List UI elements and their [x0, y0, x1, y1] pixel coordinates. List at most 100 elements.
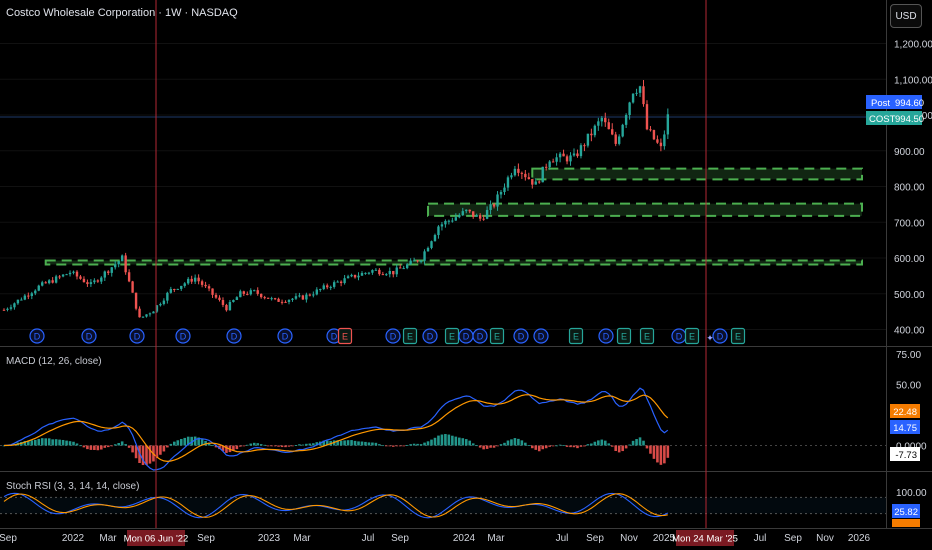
macd-histogram-bar	[54, 439, 58, 446]
candle-body	[652, 130, 656, 140]
price-axis[interactable]: 1,200.001,100.001,000.00900.00800.00700.…	[866, 40, 932, 528]
candle-body	[600, 117, 604, 122]
currency-button[interactable]: USD	[890, 4, 922, 28]
earnings-badge[interactable]: E	[402, 327, 418, 345]
earnings-badge[interactable]: E	[639, 327, 655, 345]
dividend-badge[interactable]: D	[458, 328, 474, 344]
dividend-badge[interactable]: D	[129, 328, 145, 344]
candle-body	[308, 294, 312, 296]
candle-body	[204, 284, 207, 287]
event-letter: D	[477, 332, 484, 342]
earnings-square	[639, 327, 655, 345]
time-tick-label: 2024	[453, 533, 476, 544]
candle-body	[346, 276, 350, 279]
macd-histogram-bar	[89, 445, 93, 450]
event-badges[interactable]: D D D D D D D E D E D E D D E D D E D E E D E D E✦	[29, 327, 746, 345]
time-tick-label: Jul	[556, 533, 569, 544]
dividend-badge[interactable]: D	[422, 328, 438, 344]
macd-histogram-bar	[256, 443, 260, 446]
dividend-badge[interactable]: D	[472, 328, 488, 344]
candle-body	[663, 134, 666, 147]
macd-histogram-bar	[291, 445, 294, 447]
macd-histogram-bar	[346, 440, 350, 446]
dividend-circle	[598, 328, 614, 344]
earnings-badge[interactable]: E	[444, 327, 460, 345]
macd-histogram-bar	[27, 440, 30, 446]
dividend-circle	[29, 328, 45, 344]
time-axis[interactable]: Sep 2022 Mar Sep 2023 Mar Jul Sep 2024 Mar Jul Sep N…	[0, 530, 871, 546]
dividend-circle	[513, 328, 529, 344]
macd-histogram-bar	[263, 444, 266, 446]
macd-histogram-bar	[597, 440, 600, 446]
candle-body	[124, 255, 127, 273]
macd-histogram-bar	[113, 444, 117, 446]
candle-body	[305, 294, 308, 300]
candle-body	[611, 129, 614, 135]
earnings-badge[interactable]: E	[616, 327, 632, 345]
price-tick-label: 900.00	[894, 147, 925, 158]
symbol-price-value: 994.50	[895, 114, 924, 125]
dividend-badge[interactable]: D	[277, 328, 293, 344]
candle-body	[558, 153, 562, 158]
candle-body	[287, 299, 291, 303]
candle-body	[322, 285, 325, 290]
candle-body	[103, 271, 106, 278]
candle-body	[16, 299, 20, 304]
candle-body	[100, 277, 103, 282]
candle-body	[614, 134, 617, 144]
candle-body	[93, 280, 96, 283]
candle-body	[127, 272, 131, 282]
dividend-badge[interactable]: D	[29, 328, 45, 344]
event-letter: D	[603, 332, 610, 342]
candle-body	[555, 157, 558, 162]
post-price-box	[866, 95, 922, 109]
candle-body	[565, 156, 569, 162]
support-zone	[44, 259, 863, 266]
time-tick-label: Jul	[754, 533, 767, 544]
dividend-badge[interactable]: D	[712, 328, 728, 344]
macd-histogram-bar	[652, 445, 656, 459]
macd-histogram-bar	[576, 445, 579, 449]
candle-body	[65, 274, 68, 276]
candle-body	[524, 173, 527, 178]
macd-histogram-bar	[385, 445, 388, 447]
candle-body	[656, 139, 659, 143]
dividend-badge[interactable]: D	[385, 328, 401, 344]
candle-body	[13, 303, 16, 308]
candle-body	[649, 129, 652, 131]
candle-body	[579, 145, 583, 157]
candle-body	[263, 297, 266, 299]
candle-body	[454, 217, 458, 221]
earnings-badge[interactable]: E	[337, 327, 353, 345]
macd-histogram-bar	[225, 445, 228, 453]
dividend-badge[interactable]: D	[81, 328, 97, 344]
dividend-badge[interactable]: D	[533, 328, 549, 344]
dividend-badge[interactable]: D	[513, 328, 529, 344]
candle-body	[51, 280, 54, 283]
earnings-badge[interactable]: E	[684, 327, 700, 345]
dividend-badge[interactable]: D	[598, 328, 614, 344]
dividend-badge[interactable]: D	[671, 328, 687, 344]
macd-histogram-bar	[423, 442, 426, 446]
support-zone	[531, 167, 863, 181]
dividend-badge[interactable]: D	[226, 328, 242, 344]
macd-histogram-bar	[579, 445, 583, 447]
event-letter: E	[621, 332, 627, 342]
earnings-badge[interactable]: E	[568, 327, 584, 345]
macd-histogram-bar	[72, 441, 75, 446]
macd-histogram-bar	[461, 438, 465, 446]
macd-histogram-bar	[600, 439, 604, 446]
macd-histogram-bar	[590, 443, 593, 446]
macd-histogram-bar	[440, 434, 444, 446]
macd-histogram-bar	[468, 440, 472, 446]
macd-histogram-bar	[186, 436, 190, 446]
dividend-badge[interactable]: D	[175, 328, 191, 344]
candle-body	[180, 285, 183, 289]
macd-histogram-bar	[353, 440, 357, 446]
earnings-badge[interactable]: E	[489, 327, 505, 345]
candle-body	[253, 290, 256, 292]
candle-body	[326, 285, 329, 288]
earnings-badge[interactable]: E	[730, 327, 746, 345]
candle-body	[399, 267, 402, 269]
